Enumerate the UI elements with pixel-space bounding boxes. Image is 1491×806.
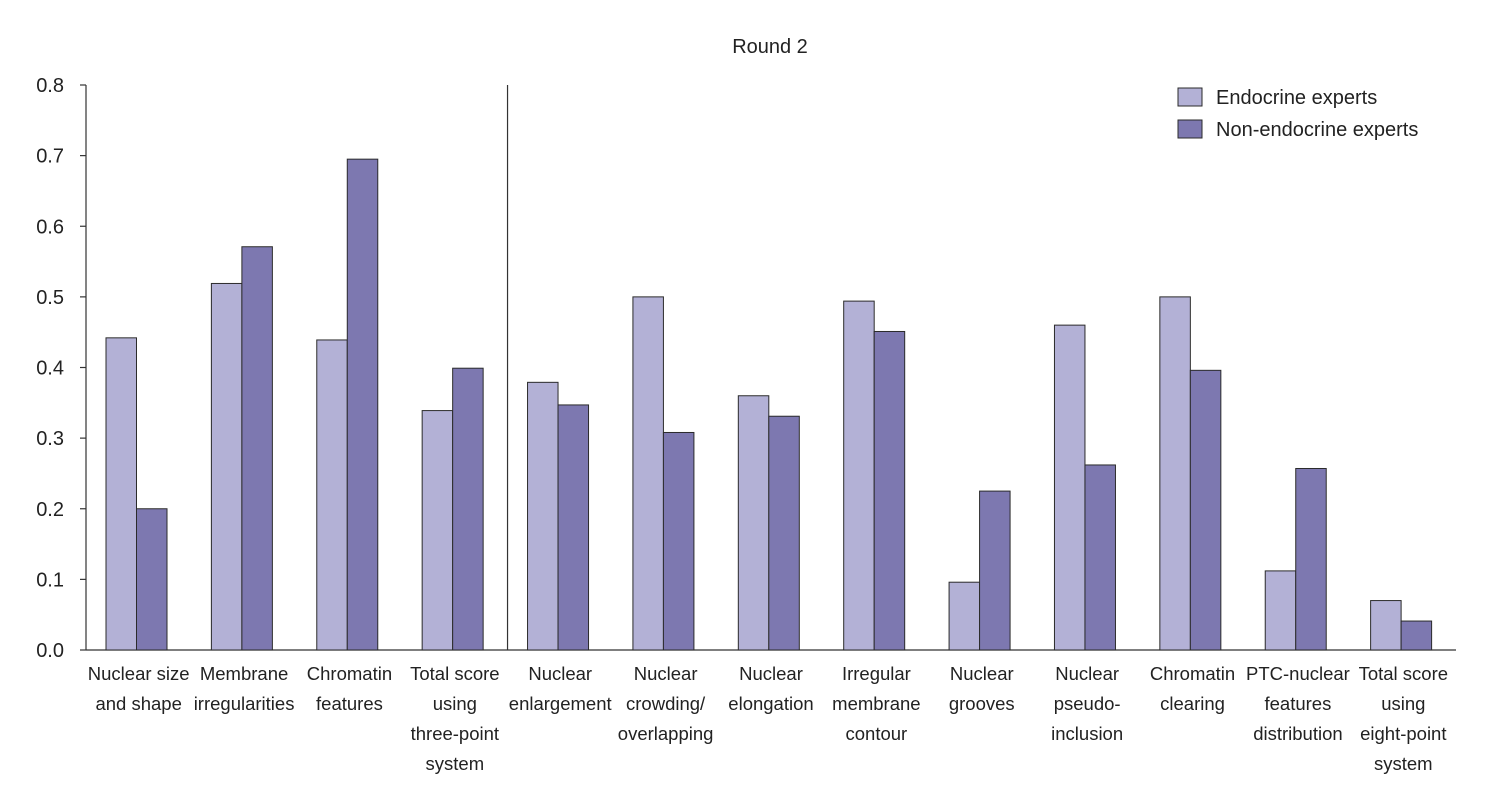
x-tick-label: Nuclear grooves [949,663,1015,714]
x-tick-label: Nuclear elongation [728,663,813,714]
bar-non-endocrine [979,490,1011,651]
legend-label: Endocrine experts [1216,87,1377,109]
bar-endocrine [1159,296,1191,651]
y-tick-label: 0.1 [36,569,64,591]
x-tick-label: PTC-nuclear features distribution [1246,663,1350,744]
x-tick-label-line: Nuclear [739,663,803,684]
legend-swatch [1177,119,1203,139]
x-tick-label-line: system [426,753,485,774]
legend-swatch [1177,87,1203,107]
bar-non-endocrine [1189,369,1222,651]
x-tick-label: Irregular membrane contour [832,663,920,744]
x-tick-label: Nuclear pseudo-inclusion [1051,663,1123,744]
x-tick-label-line: PTC-nuclear [1246,663,1350,684]
y-tick-label: 0.3 [36,428,64,450]
x-tick-label: Total score using eight-point system [1359,663,1448,774]
bar-non-endocrine [1400,620,1433,651]
legend: Endocrine experts Non-endocrine experts [1177,87,1418,141]
x-tick-label-line: overlapping [618,723,714,744]
bar-non-endocrine [346,158,379,651]
bar-non-endocrine [873,330,906,651]
bar-non-endocrine [452,367,484,651]
y-tick-label: 0.6 [36,216,64,238]
x-tick-label-line: Chromatin [307,663,392,684]
x-tick-label-line: pseudo- [1054,693,1121,714]
bar-non-endocrine [136,508,168,651]
x-tick-label: Nuclear enlargement [509,663,612,714]
x-tick-label-line: clearing [1160,693,1225,714]
x-tick-label-line: Irregular [842,663,911,684]
bar-non-endocrine [1084,464,1116,651]
x-tick-label-line: Total score [410,663,499,684]
bar-endocrine [737,395,770,651]
chart-title: Round 2 [732,36,808,58]
bar-non-endocrine [662,431,695,651]
x-tick-label-line: irregularities [194,693,295,714]
x-tick-label-line: Nuclear size [88,663,190,684]
x-tick-label-line: features [316,693,383,714]
x-tick-label-line: eight-point [1360,723,1446,744]
x-tick-label-line: distribution [1253,723,1342,744]
y-tick-label: 0.5 [36,287,64,309]
x-tick-label-line: features [1264,693,1331,714]
x-tick-label-line: Nuclear [528,663,592,684]
bar-endocrine [1264,570,1297,651]
x-tick-label: Total score using three-point system [410,663,499,774]
bar-endocrine [1370,600,1402,651]
x-tick-label-line: elongation [728,693,813,714]
x-tick-label-line: Nuclear [950,663,1014,684]
x-tick-label-line: using [433,693,477,714]
y-tick-label: 0.4 [36,358,64,380]
x-tick-label-line: membrane [832,693,920,714]
x-tick-label: Nuclear size and shape [88,663,190,714]
x-tick-label-line: and shape [95,693,181,714]
x-tick-label-line: enlargement [509,693,612,714]
bar-non-endocrine [241,246,273,651]
x-tick-label-line: Chromatin [1150,663,1235,684]
x-tick-label-line: Total score [1359,663,1448,684]
y-tick-label: 0.0 [36,640,64,662]
bar-non-endocrine [768,415,800,651]
y-tick-label: 0.8 [36,75,64,97]
bar-endocrine [105,337,137,651]
x-tick-label-line: three-point [411,723,499,744]
x-tick-label-line: contour [846,723,908,744]
bar-endocrine [843,300,875,651]
x-tick-label-line: crowding/ [626,693,706,714]
x-tick-label-line: Membrane [200,663,288,684]
bar-non-endocrine [557,404,590,651]
bar-endocrine [632,296,664,651]
x-tick-label-line: inclusion [1051,723,1123,744]
bar-non-endocrine [1295,467,1327,651]
x-tick-label-line: grooves [949,693,1015,714]
bar-endocrine [1053,324,1086,651]
y-tick-label: 0.2 [36,499,64,521]
bar-endocrine [210,282,243,651]
x-tick-label-line: Nuclear [634,663,698,684]
bar-endocrine [948,581,981,651]
bar-endocrine [527,381,559,651]
bar-endocrine [316,339,348,651]
bar-endocrine [421,410,454,651]
y-tick-label: 0.7 [36,146,64,168]
x-tick-label-line: Nuclear [1055,663,1119,684]
x-tick-label: Membrane irregularities [194,663,295,714]
x-tick-label: Nuclear crowding/overlapping [618,663,714,744]
x-tick-label-line: system [1374,753,1433,774]
x-tick-label: Chromatin clearing [1150,663,1235,714]
x-tick-label: Chromatin features [307,663,392,714]
x-tick-label-line: using [1381,693,1425,714]
legend-label: Non-endocrine experts [1216,119,1418,141]
plot-area: 0.0 0.1 0.2 0.3 0.4 0.5 0.6 0.7 0.8 Nuclear size a… [36,75,1456,774]
